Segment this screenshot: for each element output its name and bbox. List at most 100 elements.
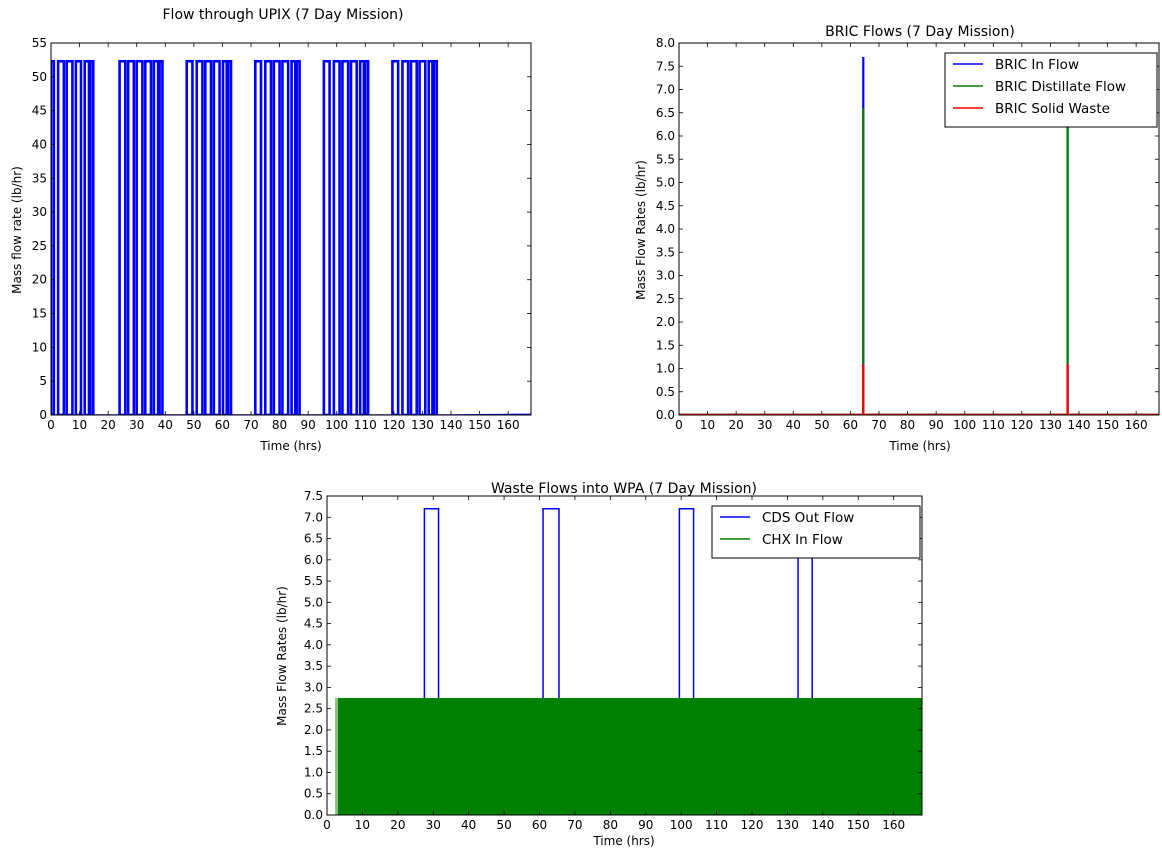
data-bar	[363, 59, 370, 415]
y-tick-label: 7.0	[656, 83, 675, 97]
y-axis-label: Mass Flow Rates (lb/hr)	[634, 160, 648, 300]
data-bar	[432, 59, 439, 415]
x-tick-label: 40	[461, 818, 476, 832]
data-bar	[51, 59, 56, 415]
x-tick-label: 20	[101, 418, 116, 432]
legend-label: CDS Out Flow	[762, 510, 854, 526]
y-tick-label: 0.5	[656, 385, 675, 399]
data-bar	[349, 59, 359, 415]
x-tick-label: 150	[468, 418, 491, 432]
chart-title: Waste Flows into WPA (7 Day Mission)	[491, 481, 757, 497]
data-bar	[65, 59, 74, 415]
y-tick-label: 7.5	[304, 489, 323, 503]
y-tick-label: 5.5	[304, 574, 323, 588]
x-tick-label: 40	[786, 418, 801, 432]
y-tick-label: 7.0	[304, 510, 323, 524]
y-tick-label: 1.5	[656, 338, 675, 352]
x-tick-label: 90	[301, 418, 316, 432]
data-pulse	[678, 508, 695, 699]
x-tick-label: 30	[426, 818, 441, 832]
y-tick-label: 30	[32, 205, 47, 219]
data-bar	[391, 59, 400, 415]
x-tick-label: 80	[900, 418, 915, 432]
x-tick-label: 160	[882, 818, 905, 832]
x-tick-label: 120	[382, 418, 405, 432]
x-tick-label: 160	[497, 418, 520, 432]
data-layer	[335, 508, 922, 815]
data-bar	[212, 59, 221, 415]
x-tick-label: 50	[186, 418, 201, 432]
x-tick-label: 120	[1010, 418, 1033, 432]
data-bar	[295, 59, 301, 415]
y-tick-label: 4.0	[656, 222, 675, 236]
data-bar	[332, 59, 341, 415]
x-tick-label: 60	[215, 418, 230, 432]
y-tick-label: 3.5	[304, 659, 323, 673]
x-tick-label: 110	[982, 418, 1005, 432]
x-tick-label: 150	[847, 818, 870, 832]
x-tick-label: 10	[700, 418, 715, 432]
x-tick-label: 20	[390, 818, 405, 832]
x-tick-label: 130	[1039, 418, 1062, 432]
x-tick-label: 60	[843, 418, 858, 432]
data-area	[337, 698, 922, 815]
data-bar	[263, 59, 273, 415]
y-tick-label: 1.5	[304, 744, 323, 758]
y-tick-label: 6.5	[656, 106, 675, 120]
data-bar	[195, 59, 204, 415]
data-bar	[401, 59, 410, 415]
x-tick-label: 0	[47, 418, 55, 432]
data-bar	[203, 59, 213, 415]
data-bar	[418, 59, 427, 415]
data-layer	[51, 59, 531, 415]
chart-wpa: Waste Flows into WPA (7 Day Mission) Tim…	[275, 481, 923, 848]
x-tick-label: 150	[1096, 418, 1119, 432]
x-tick-label: 140	[440, 418, 463, 432]
chart-bric: BRIC Flows (7 Day Mission) Time (hrs) Ma…	[634, 24, 1160, 453]
x-tick-label: 120	[741, 818, 764, 832]
y-tick-label: 2.0	[304, 723, 323, 737]
x-tick-label: 50	[814, 418, 829, 432]
data-bar	[143, 59, 153, 415]
x-tick-label: 40	[158, 418, 173, 432]
legend-label: BRIC Solid Waste	[995, 101, 1110, 117]
plot-area: 0 10 20 30 40 50 60 70 80 90 100 110 120 130 140 150 160…	[32, 36, 532, 432]
data-bar	[358, 59, 366, 415]
data-bar	[409, 59, 419, 415]
data-bar	[253, 59, 263, 415]
y-tick-label: 40	[32, 137, 47, 151]
data-bar	[56, 59, 66, 415]
plot-frame	[50, 42, 532, 416]
y-tick-label: 15	[32, 307, 47, 321]
x-axis-label: Time (hrs)	[592, 834, 654, 848]
x-tick-label: 10	[355, 818, 370, 832]
x-axis-label: Time (hrs)	[259, 439, 321, 453]
data-bar	[118, 59, 127, 415]
x-tick-label: 100	[953, 418, 976, 432]
data-bar	[74, 59, 83, 415]
data-bar	[158, 59, 164, 415]
legend-box	[711, 505, 921, 559]
data-bar	[290, 59, 297, 415]
x-tick-label: 130	[776, 818, 799, 832]
y-tick-label: 3.0	[304, 680, 323, 694]
data-bar	[427, 59, 434, 415]
x-tick-label: 100	[325, 418, 348, 432]
y-tick-label: 4.5	[304, 617, 323, 631]
data-bar	[226, 59, 233, 415]
y-tick-label: 20	[32, 273, 47, 287]
y-tick-label: 6.0	[656, 129, 675, 143]
plot-area: 0 10 20 30 40 50 60 70 80 90 100 110 120 130 140 150 160…	[656, 36, 1160, 432]
plot-frame	[326, 495, 923, 816]
x-tick-label: 90	[929, 418, 944, 432]
x-tick-label: 90	[638, 818, 653, 832]
x-tick-label: 130	[411, 418, 434, 432]
x-tick-label: 140	[1068, 418, 1091, 432]
x-tick-label: 140	[811, 818, 834, 832]
y-tick-label: 3.0	[656, 269, 675, 283]
data-bar	[89, 59, 95, 415]
x-tick-label: 70	[567, 818, 582, 832]
y-tick-label: 1.0	[656, 362, 675, 376]
x-tick-label: 80	[603, 818, 618, 832]
